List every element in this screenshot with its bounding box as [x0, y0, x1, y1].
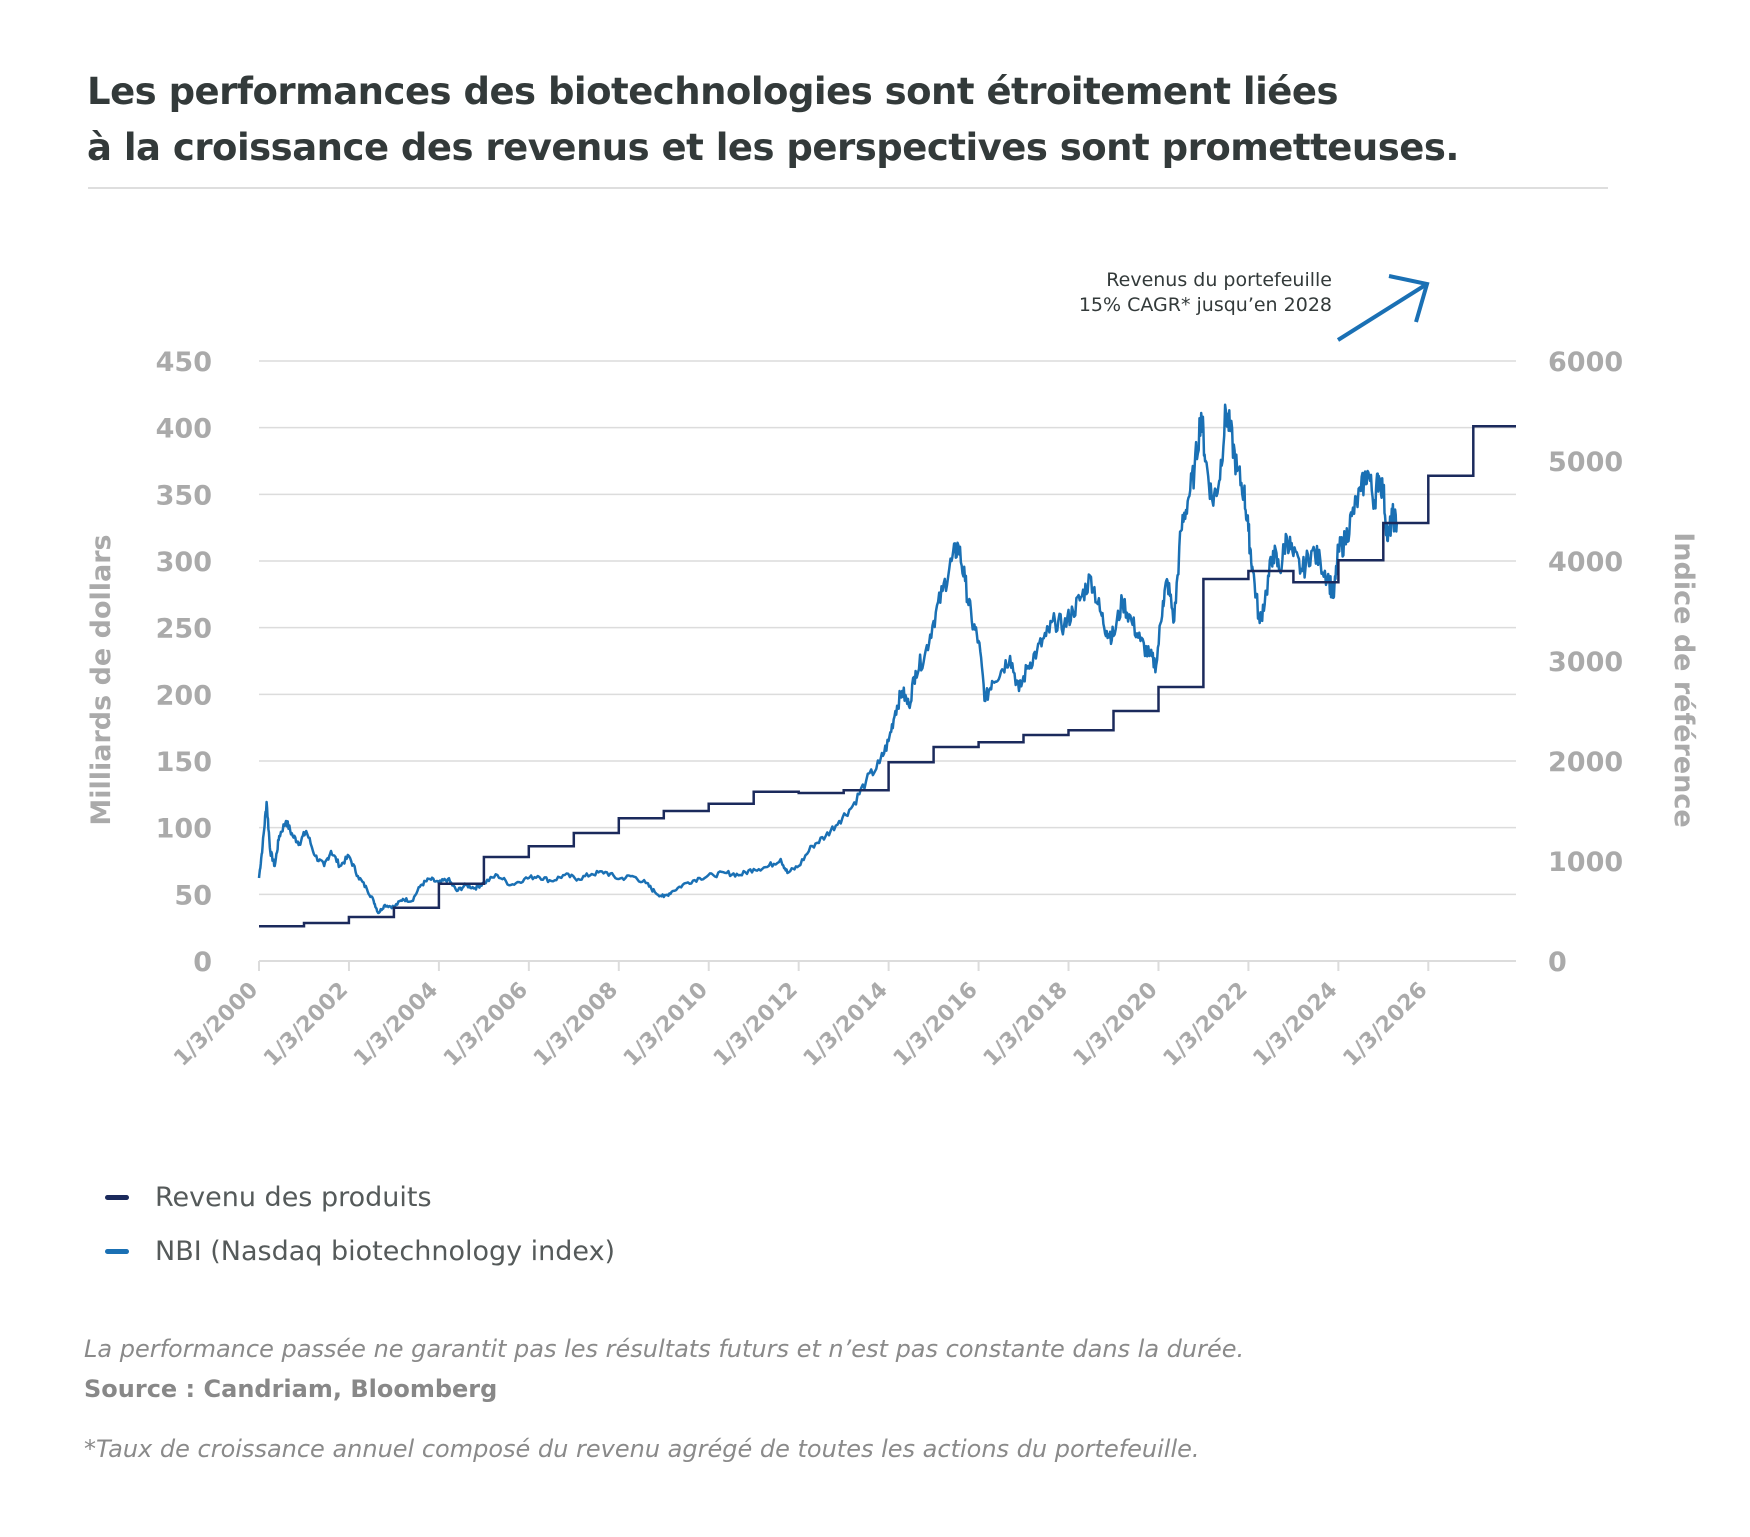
left-axis-ticks: 0 50 100 150 200 250 300 350 400 450	[156, 347, 212, 978]
title-divider	[88, 187, 1608, 189]
legend-item-revenue: Revenu des produits	[105, 1170, 615, 1224]
left-tick-label: 450	[156, 347, 212, 378]
annotation-line-2: 15% CAGR* jusqu’en 2028	[1079, 294, 1332, 316]
x-tick-label: 1/3/2016	[889, 978, 983, 1072]
left-tick-label: 0	[193, 947, 212, 978]
x-tick-label: 1/3/2008	[529, 978, 623, 1072]
left-tick-label: 100	[156, 814, 212, 845]
left-tick-label: 50	[174, 880, 212, 911]
gridlines	[259, 360, 1516, 896]
x-tick-label: 1/3/2014	[799, 978, 893, 1072]
left-tick-label: 300	[156, 547, 212, 578]
x-tick-label: 1/3/2018	[979, 978, 1073, 1072]
arrow-up-right-icon	[1336, 274, 1430, 342]
left-axis-label: Milliards de dollars	[86, 534, 117, 825]
left-tick-label: 400	[156, 414, 212, 445]
left-tick-label: 250	[156, 614, 212, 645]
chart: 0 50 100 150 200 250 300 350 400 450 0 1000 2000 300…	[86, 269, 1699, 1072]
title-line-2: à la croissance des revenus et les persp…	[87, 126, 1459, 169]
x-tick-label: 1/3/2012	[709, 978, 803, 1072]
data-points	[259, 426, 1516, 926]
left-tick-label: 150	[156, 747, 212, 778]
x-tick-label: 1/3/2022	[1159, 978, 1253, 1072]
title-line-1: Les performances des biotechnologies son…	[87, 70, 1339, 113]
right-tick-label: 3000	[1548, 647, 1623, 678]
x-tick-label: 1/3/2024	[1249, 978, 1343, 1072]
left-tick-label: 350	[156, 480, 212, 511]
right-tick-label: 0	[1548, 947, 1567, 978]
x-tick-label: 1/3/2004	[349, 978, 443, 1072]
x-axis: 1/3/20001/3/20021/3/20041/3/20061/3/2008…	[169, 960, 1516, 1072]
x-tick-label: 1/3/2006	[439, 978, 533, 1072]
right-tick-label: 1000	[1548, 847, 1623, 878]
x-tick-label: 1/3/2026	[1339, 978, 1433, 1072]
legend-label-nbi: NBI (Nasdaq biotechnology index)	[155, 1235, 616, 1267]
nbi-series-line	[257, 403, 1399, 915]
right-tick-label: 5000	[1548, 447, 1623, 478]
page-title: Les performances des biotechnologies son…	[87, 64, 1459, 176]
legend-label-revenue: Revenu des produits	[155, 1181, 432, 1213]
x-tick-label: 1/3/2000	[169, 978, 263, 1072]
right-axis-label: Indice de référence	[1668, 532, 1699, 827]
right-axis-ticks: 0 1000 2000 3000 4000 5000 6000	[1548, 347, 1623, 978]
x-tick-label: 1/3/2020	[1069, 978, 1163, 1072]
x-tick-label: 1/3/2002	[259, 978, 353, 1072]
revenue-series-line	[259, 425, 1516, 928]
right-tick-label: 6000	[1548, 347, 1623, 378]
source-text: Source : Candriam, Bloomberg	[84, 1375, 498, 1403]
right-tick-label: 4000	[1548, 547, 1623, 578]
annotation-line-1: Revenus du portefeuille	[1106, 269, 1332, 291]
legend: Revenu des produits NBI (Nasdaq biotechn…	[105, 1170, 615, 1278]
legend-swatch-revenue	[105, 1194, 129, 1200]
legend-swatch-nbi	[105, 1248, 129, 1254]
legend-item-nbi: NBI (Nasdaq biotechnology index)	[105, 1224, 615, 1278]
disclaimer-text: La performance passée ne garantit pas le…	[84, 1335, 1245, 1363]
left-tick-label: 200	[156, 680, 212, 711]
right-tick-label: 2000	[1548, 747, 1623, 778]
x-tick-label: 1/3/2010	[619, 978, 713, 1072]
cagr-footnote: *Taux de croissance annuel composé du re…	[84, 1435, 1200, 1463]
